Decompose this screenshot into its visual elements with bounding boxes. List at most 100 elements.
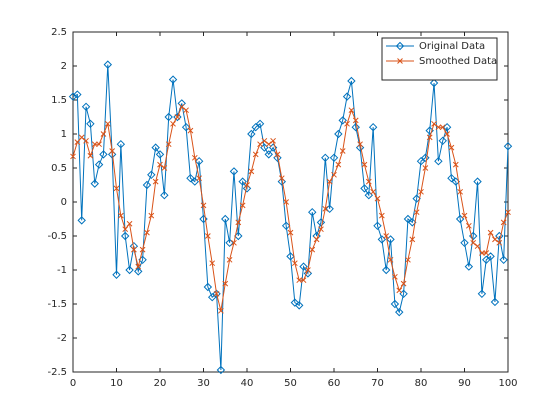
marker bbox=[390, 299, 400, 309]
x-tick-label: 60 bbox=[328, 378, 341, 389]
legend-label: Smoothed Data bbox=[419, 56, 497, 67]
marker bbox=[408, 218, 417, 227]
marker bbox=[374, 195, 381, 202]
x-tick-label: 0 bbox=[70, 378, 76, 389]
marker bbox=[231, 239, 237, 246]
marker bbox=[309, 246, 316, 253]
marker bbox=[483, 250, 490, 256]
marker bbox=[351, 122, 360, 132]
marker bbox=[418, 188, 424, 195]
marker bbox=[316, 218, 326, 227]
axes-box bbox=[72, 31, 509, 373]
marker bbox=[200, 202, 207, 209]
marker bbox=[435, 124, 442, 131]
marker bbox=[164, 112, 173, 122]
marker bbox=[142, 180, 152, 190]
marker bbox=[157, 161, 163, 168]
marker bbox=[126, 220, 133, 227]
x-tick-label: 10 bbox=[110, 378, 123, 389]
marker bbox=[147, 170, 156, 180]
marker bbox=[395, 307, 404, 317]
legend-label: Original Data bbox=[419, 41, 485, 52]
marker bbox=[134, 267, 143, 276]
marker bbox=[125, 265, 134, 275]
marker bbox=[505, 209, 511, 216]
x-tick-label: 90 bbox=[458, 378, 471, 389]
marker bbox=[426, 134, 433, 141]
y-tick-label: 0 bbox=[61, 197, 67, 208]
marker bbox=[238, 177, 247, 186]
x-tick-label: 100 bbox=[498, 378, 517, 389]
marker bbox=[99, 150, 108, 159]
marker bbox=[216, 365, 226, 375]
marker bbox=[148, 212, 155, 219]
marker bbox=[209, 260, 216, 267]
marker bbox=[170, 120, 176, 127]
marker bbox=[251, 122, 260, 132]
marker bbox=[335, 161, 342, 168]
y-tick-label: 1 bbox=[61, 129, 67, 140]
marker bbox=[439, 124, 446, 131]
marker bbox=[235, 219, 242, 226]
marker bbox=[244, 182, 250, 188]
marker bbox=[168, 75, 178, 84]
marker bbox=[160, 190, 169, 200]
marker bbox=[361, 161, 368, 168]
marker bbox=[81, 102, 91, 112]
marker bbox=[378, 212, 385, 219]
marker bbox=[339, 148, 346, 154]
marker bbox=[365, 178, 372, 185]
marker bbox=[442, 122, 452, 132]
y-tick-label: 2.5 bbox=[51, 27, 67, 38]
marker bbox=[457, 188, 464, 195]
marker bbox=[183, 107, 189, 114]
marker bbox=[113, 185, 120, 192]
marker bbox=[117, 212, 124, 219]
marker bbox=[155, 150, 165, 159]
marker bbox=[139, 246, 146, 253]
marker bbox=[187, 127, 194, 134]
marker bbox=[400, 280, 407, 287]
marker bbox=[112, 270, 121, 279]
marker bbox=[396, 287, 403, 294]
marker bbox=[291, 260, 298, 267]
marker bbox=[421, 153, 430, 163]
marker bbox=[313, 236, 320, 243]
marker bbox=[495, 231, 504, 241]
marker bbox=[464, 262, 474, 271]
marker bbox=[120, 231, 130, 241]
marker bbox=[212, 289, 221, 299]
marker bbox=[247, 129, 256, 139]
marker bbox=[191, 154, 198, 161]
marker bbox=[444, 131, 450, 137]
marker bbox=[487, 229, 494, 236]
marker bbox=[412, 194, 421, 203]
marker bbox=[395, 41, 405, 51]
marker bbox=[348, 107, 355, 114]
marker bbox=[477, 289, 487, 299]
marker bbox=[448, 144, 455, 151]
marker bbox=[318, 226, 324, 233]
marker bbox=[357, 141, 363, 148]
marker bbox=[325, 204, 334, 214]
marker bbox=[397, 58, 403, 64]
marker bbox=[299, 262, 308, 271]
marker bbox=[503, 142, 513, 151]
marker bbox=[186, 173, 195, 183]
marker bbox=[496, 239, 503, 246]
marker bbox=[116, 139, 126, 149]
marker bbox=[165, 141, 172, 148]
marker bbox=[122, 226, 129, 233]
marker bbox=[474, 243, 481, 250]
marker bbox=[329, 153, 339, 163]
marker bbox=[74, 139, 81, 146]
marker bbox=[300, 277, 307, 284]
marker bbox=[322, 205, 329, 212]
marker bbox=[203, 282, 213, 292]
marker bbox=[278, 175, 285, 182]
x-tick-label: 70 bbox=[371, 378, 384, 389]
y-tick-label: 0.5 bbox=[51, 163, 67, 174]
y-tick-label: 1.5 bbox=[51, 95, 67, 106]
y-tick-label: -0.5 bbox=[47, 231, 67, 242]
y-tick-label: -1.5 bbox=[47, 299, 67, 310]
